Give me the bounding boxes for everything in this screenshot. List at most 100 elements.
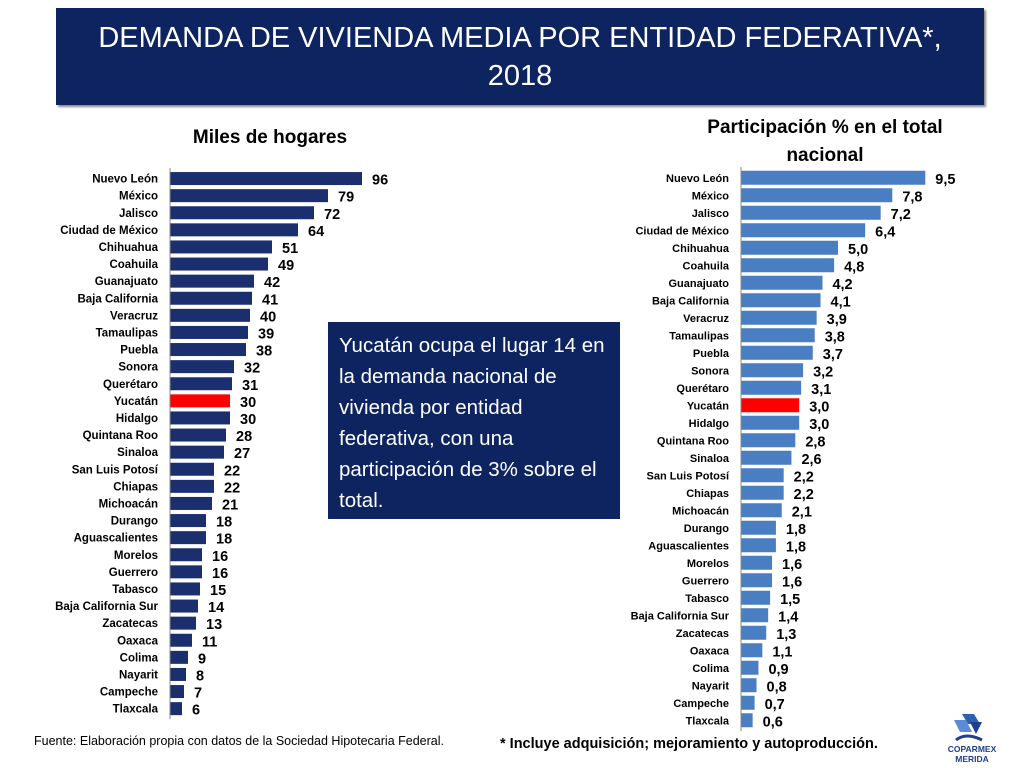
right-value-label: 2,8	[805, 434, 825, 450]
left-value-label: 11	[202, 634, 217, 650]
left-bar	[170, 377, 232, 391]
right-category-label: Quintana Roo	[657, 435, 729, 447]
left-value-label: 64	[308, 224, 324, 240]
right-category-label: Querétaro	[676, 383, 729, 395]
right-value-label: 1,6	[782, 574, 802, 590]
left-category-label: Michoacán	[99, 498, 158, 510]
left-bar-highlight	[170, 394, 230, 408]
right-category-label: Tabasco	[685, 593, 729, 605]
left-category-label: Guanajuato	[95, 276, 158, 288]
right-value-label: 4,8	[844, 259, 864, 275]
left-category-label: Chihuahua	[99, 242, 159, 254]
right-value-label: 1,1	[772, 644, 792, 660]
left-bar	[170, 343, 246, 357]
left-category-label: Aguascalientes	[74, 533, 158, 545]
right-chart-title: Participación % en el total nacional	[707, 117, 943, 166]
left-bar	[170, 531, 206, 545]
right-category-label: Ciudad de México	[635, 225, 729, 237]
right-category-label: Zacatecas	[676, 628, 729, 640]
left-value-label: 51	[282, 241, 298, 257]
right-value-label: 3,8	[825, 329, 845, 345]
left-category-label: Colima	[120, 652, 159, 664]
left-value-label: 49	[278, 258, 294, 274]
right-category-label: Nuevo León	[666, 173, 729, 185]
left-category-label: Veracruz	[110, 310, 158, 322]
right-bar	[741, 328, 815, 343]
right-value-label: 1,5	[780, 592, 800, 608]
footnote: * Incluye adquisición; mejoramiento y au…	[500, 736, 878, 752]
right-category-label: Aguascalientes	[648, 540, 729, 552]
left-bar	[170, 685, 184, 699]
right-category-label: Guerrero	[682, 575, 729, 587]
right-category-label: Sinaloa	[690, 453, 730, 465]
right-value-label: 1,8	[786, 539, 806, 555]
left-value-label: 22	[224, 480, 240, 496]
left-bar	[170, 206, 314, 220]
yucatan-callout: Yucatán ocupa el lugar 14 en la demanda …	[328, 322, 620, 519]
right-bar	[741, 258, 835, 273]
left-bar	[170, 514, 206, 528]
right-category-label: Oaxaca	[690, 645, 730, 657]
left-category-label: Tabasco	[112, 584, 158, 596]
right-bar	[741, 170, 926, 185]
left-category-label: Hidalgo	[116, 413, 158, 425]
right-bar	[741, 590, 771, 605]
left-category-label: Baja California	[77, 293, 158, 305]
right-category-label: Nayarit	[692, 680, 730, 692]
left-category-label: Coahuila	[109, 259, 158, 271]
right-category-label: Coahuila	[683, 260, 730, 272]
left-value-label: 27	[234, 446, 250, 462]
right-value-label: 6,4	[875, 224, 895, 240]
right-bar	[741, 188, 893, 203]
left-category-label: Durango	[111, 516, 158, 528]
left-bar	[170, 223, 298, 237]
right-category-label: Yucatán	[687, 400, 729, 412]
left-bar	[170, 360, 234, 374]
right-value-label: 2,2	[794, 487, 814, 503]
left-category-label: Baja California Sur	[55, 601, 158, 613]
right-bar	[741, 293, 821, 308]
right-value-label: 5,0	[848, 242, 868, 258]
left-value-label: 30	[240, 412, 256, 428]
left-category-label: Zacatecas	[102, 618, 158, 630]
logo-text: COPARMEX MERIDA	[947, 744, 997, 764]
right-category-label: Tlaxcala	[686, 715, 730, 727]
right-bar	[741, 310, 817, 325]
left-value-label: 15	[210, 583, 226, 599]
left-value-label: 18	[216, 515, 232, 531]
right-bar	[741, 608, 769, 623]
left-bar	[170, 599, 198, 613]
left-category-label: Sinaloa	[117, 447, 159, 459]
left-value-label: 8	[196, 668, 204, 684]
left-bar	[170, 428, 226, 442]
right-bar	[741, 643, 763, 658]
left-bar	[170, 548, 202, 562]
right-bar	[741, 223, 866, 238]
left-category-label: Morelos	[114, 550, 158, 562]
left-bar	[170, 325, 248, 339]
right-bar	[741, 363, 804, 378]
left-category-label: Yucatán	[114, 396, 158, 408]
left-value-label: 16	[212, 566, 228, 582]
right-bar	[741, 205, 881, 220]
right-category-label: Morelos	[687, 558, 729, 570]
right-value-label: 3,9	[827, 312, 847, 328]
right-value-label: 0,9	[768, 662, 788, 678]
left-category-label: Querétaro	[103, 379, 158, 391]
right-bar	[741, 678, 757, 693]
right-category-label: Colima	[692, 663, 730, 675]
right-category-label: Jalisco	[692, 208, 730, 220]
left-category-label: México	[119, 191, 158, 203]
left-bar	[170, 496, 212, 510]
title-banner: DEMANDA DE VIVIENDA MEDIA POR ENTIDAD FE…	[56, 8, 984, 105]
right-bar	[741, 503, 782, 518]
left-value-label: 16	[212, 549, 228, 565]
left-bar	[170, 291, 252, 305]
left-bar	[170, 616, 196, 630]
right-category-label: Baja California Sur	[631, 610, 730, 622]
left-value-label: 13	[206, 617, 222, 633]
right-value-label: 4,2	[832, 277, 852, 293]
left-category-label: Chiapas	[113, 481, 158, 493]
right-bar	[741, 573, 773, 588]
